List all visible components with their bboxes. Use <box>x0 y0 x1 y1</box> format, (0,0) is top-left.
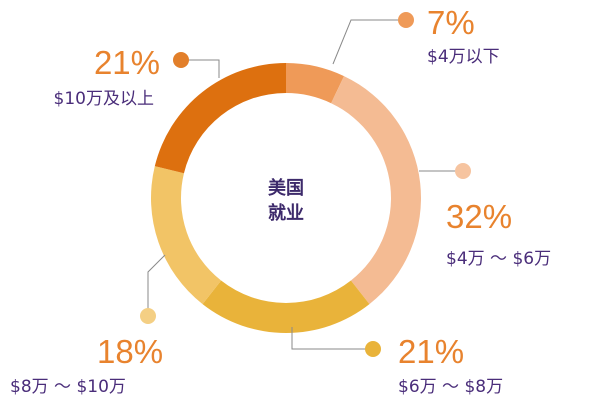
donut-slices <box>151 63 422 333</box>
leader-dot-2 <box>365 341 381 357</box>
leader-line-4 <box>181 59 220 78</box>
donut-slice-4 <box>154 63 286 174</box>
slice-range-label-3: $8万 ～ $10万 <box>10 377 126 397</box>
slice-labels: 7% $4万以下 32% $4万 ～ $6万 21% $6万 ～ $8万 18% $8万 ～ … <box>10 4 551 397</box>
donut-slice-2 <box>202 280 370 333</box>
slice-percent-label-1: 32% <box>446 198 512 235</box>
leader-dot-3 <box>140 308 156 324</box>
leader-line-2 <box>291 327 373 350</box>
slice-range-label-1: $4万 ～ $6万 <box>446 249 551 269</box>
donut-slice-0 <box>286 63 345 104</box>
leader-dot-4 <box>173 52 189 68</box>
leader-line-0 <box>332 19 406 65</box>
slice-percent-label-2: 21% <box>398 333 464 370</box>
leader-dot-1 <box>455 163 471 179</box>
slice-range-label-0: $4万以下 <box>427 47 500 67</box>
center-label-line-2: 就业 <box>268 202 304 224</box>
slice-percent-label-3: 18% <box>97 333 163 370</box>
slice-range-label-4: $10万及以上 <box>54 89 154 109</box>
center-label-line-1: 美国 <box>268 177 304 199</box>
slice-percent-label-4: 21% <box>94 44 160 81</box>
donut-slice-1 <box>331 76 422 305</box>
slice-range-label-2: $6万 ～ $8万 <box>398 377 503 397</box>
slice-percent-label-0: 7% <box>427 4 475 41</box>
donut-slice-3 <box>151 166 222 305</box>
leader-line-3 <box>147 254 166 316</box>
leader-dot-0 <box>398 12 414 28</box>
leader-lines <box>140 12 471 357</box>
